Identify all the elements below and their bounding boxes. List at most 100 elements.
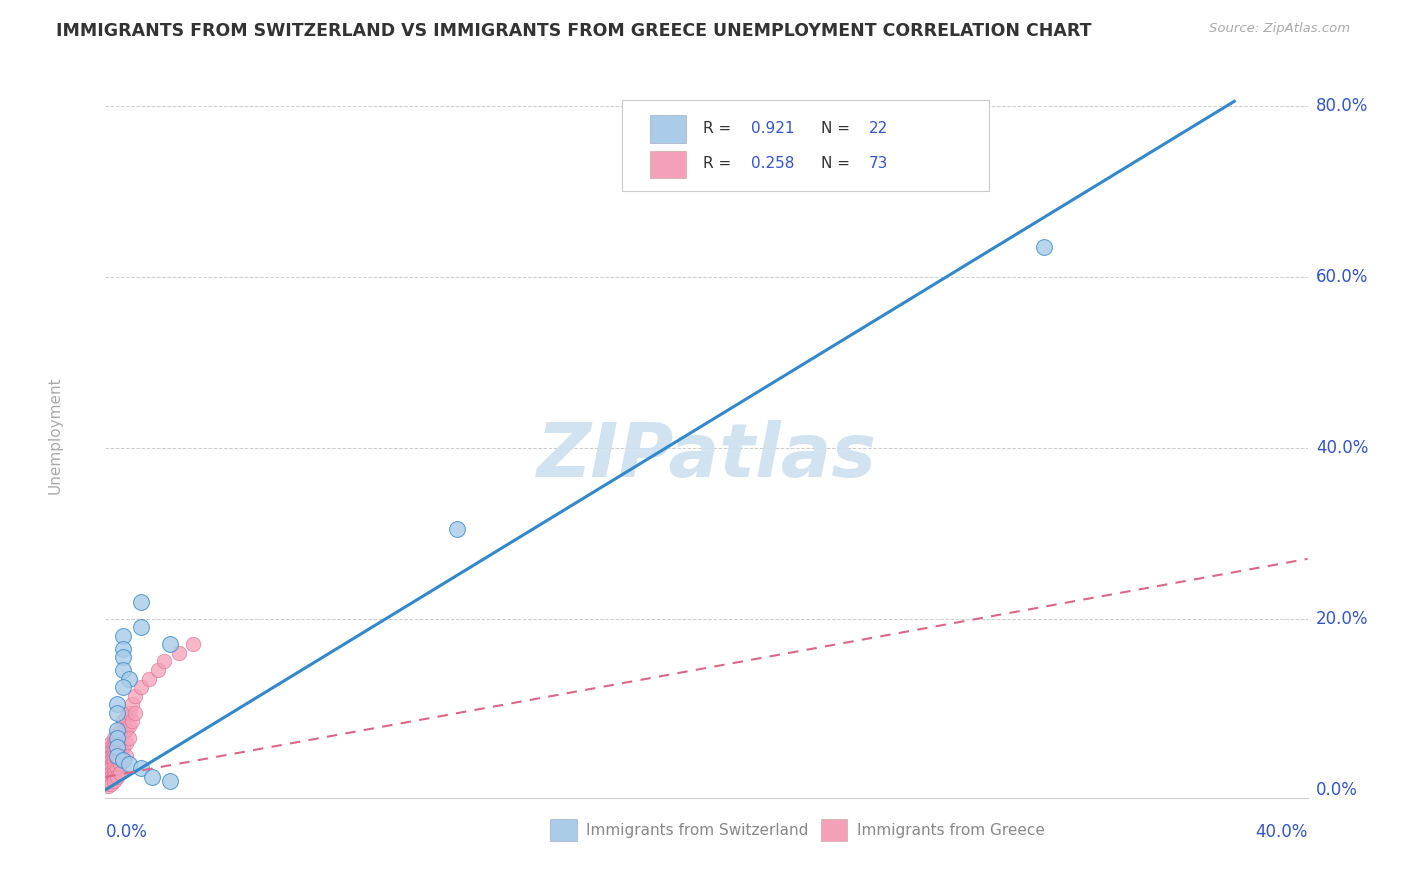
Point bbox=[105, 748, 128, 763]
Point bbox=[97, 755, 120, 769]
Point bbox=[148, 663, 170, 677]
Point bbox=[103, 739, 125, 754]
Point bbox=[97, 764, 120, 778]
Point bbox=[97, 757, 120, 772]
Text: N =: N = bbox=[821, 120, 855, 136]
Point bbox=[103, 731, 125, 746]
Text: Source: ZipAtlas.com: Source: ZipAtlas.com bbox=[1209, 22, 1350, 36]
Text: R =: R = bbox=[703, 156, 735, 171]
Text: R =: R = bbox=[703, 120, 735, 136]
Point bbox=[112, 680, 135, 694]
Text: 40.0%: 40.0% bbox=[1316, 439, 1368, 457]
Point bbox=[112, 727, 135, 741]
Point bbox=[103, 736, 125, 750]
Point bbox=[112, 739, 135, 754]
Point bbox=[105, 753, 128, 767]
Text: 0.0%: 0.0% bbox=[105, 823, 148, 841]
Point bbox=[105, 706, 128, 720]
Point bbox=[97, 759, 120, 773]
Point bbox=[105, 727, 128, 741]
Point bbox=[118, 757, 141, 772]
Point bbox=[97, 753, 120, 767]
Point bbox=[129, 620, 152, 634]
Point bbox=[100, 770, 122, 784]
Text: 22: 22 bbox=[869, 120, 889, 136]
Point bbox=[112, 753, 135, 767]
Point bbox=[112, 753, 135, 767]
Point bbox=[100, 774, 122, 789]
Point bbox=[129, 761, 152, 775]
Point bbox=[108, 748, 131, 763]
Text: 20.0%: 20.0% bbox=[1316, 610, 1368, 628]
FancyBboxPatch shape bbox=[623, 101, 988, 191]
Point bbox=[105, 723, 128, 737]
Text: Immigrants from Greece: Immigrants from Greece bbox=[856, 822, 1045, 838]
Point bbox=[108, 723, 131, 737]
Point bbox=[105, 770, 128, 784]
Point bbox=[112, 714, 135, 729]
Point bbox=[108, 765, 131, 780]
Text: 73: 73 bbox=[869, 156, 889, 171]
Point bbox=[100, 736, 122, 750]
FancyBboxPatch shape bbox=[821, 819, 848, 840]
Point bbox=[100, 757, 122, 772]
Point bbox=[115, 710, 138, 724]
Point bbox=[97, 779, 120, 793]
Point bbox=[97, 750, 120, 764]
Point bbox=[124, 689, 146, 703]
Point bbox=[100, 777, 122, 791]
Text: ZIPatlas: ZIPatlas bbox=[537, 420, 876, 493]
Point bbox=[103, 761, 125, 775]
Point bbox=[112, 650, 135, 665]
Text: 0.258: 0.258 bbox=[751, 156, 794, 171]
Point bbox=[97, 770, 120, 784]
FancyBboxPatch shape bbox=[650, 115, 686, 143]
Point bbox=[103, 774, 125, 789]
FancyBboxPatch shape bbox=[550, 819, 576, 840]
Point bbox=[1032, 240, 1054, 254]
Point bbox=[108, 739, 131, 754]
Point bbox=[121, 698, 143, 712]
Point bbox=[103, 744, 125, 758]
Text: 40.0%: 40.0% bbox=[1256, 823, 1308, 841]
Point bbox=[105, 731, 128, 746]
Point bbox=[97, 744, 120, 758]
Point bbox=[112, 641, 135, 656]
Point bbox=[115, 736, 138, 750]
Point bbox=[100, 753, 122, 767]
Point bbox=[159, 637, 181, 651]
Point bbox=[112, 629, 135, 643]
Point bbox=[108, 757, 131, 772]
Point bbox=[105, 736, 128, 750]
Point bbox=[118, 719, 141, 733]
Point bbox=[121, 714, 143, 729]
Point bbox=[167, 646, 190, 660]
Point bbox=[97, 775, 120, 789]
Point bbox=[115, 723, 138, 737]
Text: IMMIGRANTS FROM SWITZERLAND VS IMMIGRANTS FROM GREECE UNEMPLOYMENT CORRELATION C: IMMIGRANTS FROM SWITZERLAND VS IMMIGRANT… bbox=[56, 22, 1091, 40]
Text: 60.0%: 60.0% bbox=[1316, 268, 1368, 285]
Point bbox=[103, 753, 125, 767]
Point bbox=[159, 774, 181, 789]
Text: 0.921: 0.921 bbox=[751, 120, 794, 136]
Point bbox=[183, 637, 205, 651]
Point bbox=[103, 770, 125, 784]
Point bbox=[100, 765, 122, 780]
Text: Unemployment: Unemployment bbox=[48, 376, 62, 493]
Point bbox=[118, 672, 141, 686]
Point bbox=[100, 761, 122, 775]
Point bbox=[141, 770, 163, 784]
Text: N =: N = bbox=[821, 156, 855, 171]
Point bbox=[129, 680, 152, 694]
Point bbox=[118, 731, 141, 746]
Point bbox=[97, 748, 120, 763]
Point bbox=[100, 759, 122, 773]
FancyBboxPatch shape bbox=[650, 151, 686, 178]
Point bbox=[100, 739, 122, 754]
Point bbox=[97, 772, 120, 786]
Point bbox=[100, 750, 122, 764]
Point bbox=[97, 777, 120, 791]
Point bbox=[103, 765, 125, 780]
Point bbox=[100, 744, 122, 758]
Point bbox=[115, 748, 138, 763]
